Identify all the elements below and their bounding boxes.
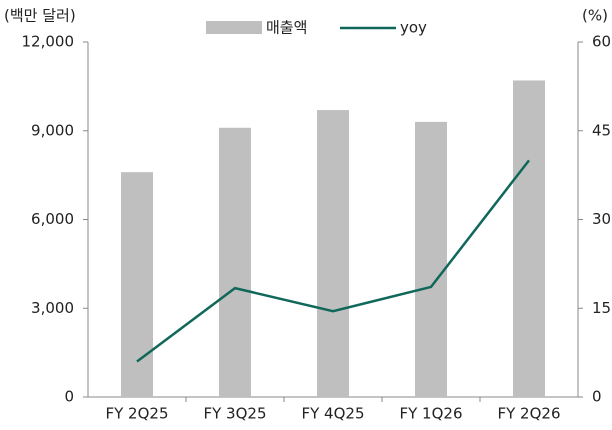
y2-tick-label: 45 [592, 121, 611, 139]
legend-label: yoy [400, 19, 427, 37]
x-tick-label: FY 2Q25 [106, 405, 169, 423]
y2-axis-label: (%) [582, 7, 608, 25]
legend-label: 매출액 [266, 19, 307, 37]
y-tick-label: 9,000 [31, 121, 74, 139]
y2-tick-label: 60 [592, 33, 611, 51]
y2-tick-label: 15 [592, 299, 611, 317]
x-tick-label: FY 3Q25 [204, 405, 267, 423]
y2-tick-label: 30 [592, 210, 611, 228]
bar [121, 172, 153, 397]
y-tick-label: 12,000 [22, 33, 75, 51]
x-tick-label: FY 1Q26 [400, 405, 463, 423]
x-tick-label: FY 4Q25 [302, 405, 365, 423]
bar [513, 80, 545, 397]
y2-tick-label: 0 [592, 388, 602, 406]
y-tick-label: 0 [64, 388, 74, 406]
bar [219, 127, 251, 398]
y-axis-label: (백만 달러) [4, 7, 76, 25]
line [136, 159, 530, 363]
y-tick-label: 3,000 [31, 299, 74, 317]
legend-swatch [206, 21, 262, 34]
bar [317, 110, 349, 398]
y-tick-label: 6,000 [31, 210, 74, 228]
x-tick-label: FY 2Q26 [498, 405, 561, 423]
bar [415, 121, 447, 397]
